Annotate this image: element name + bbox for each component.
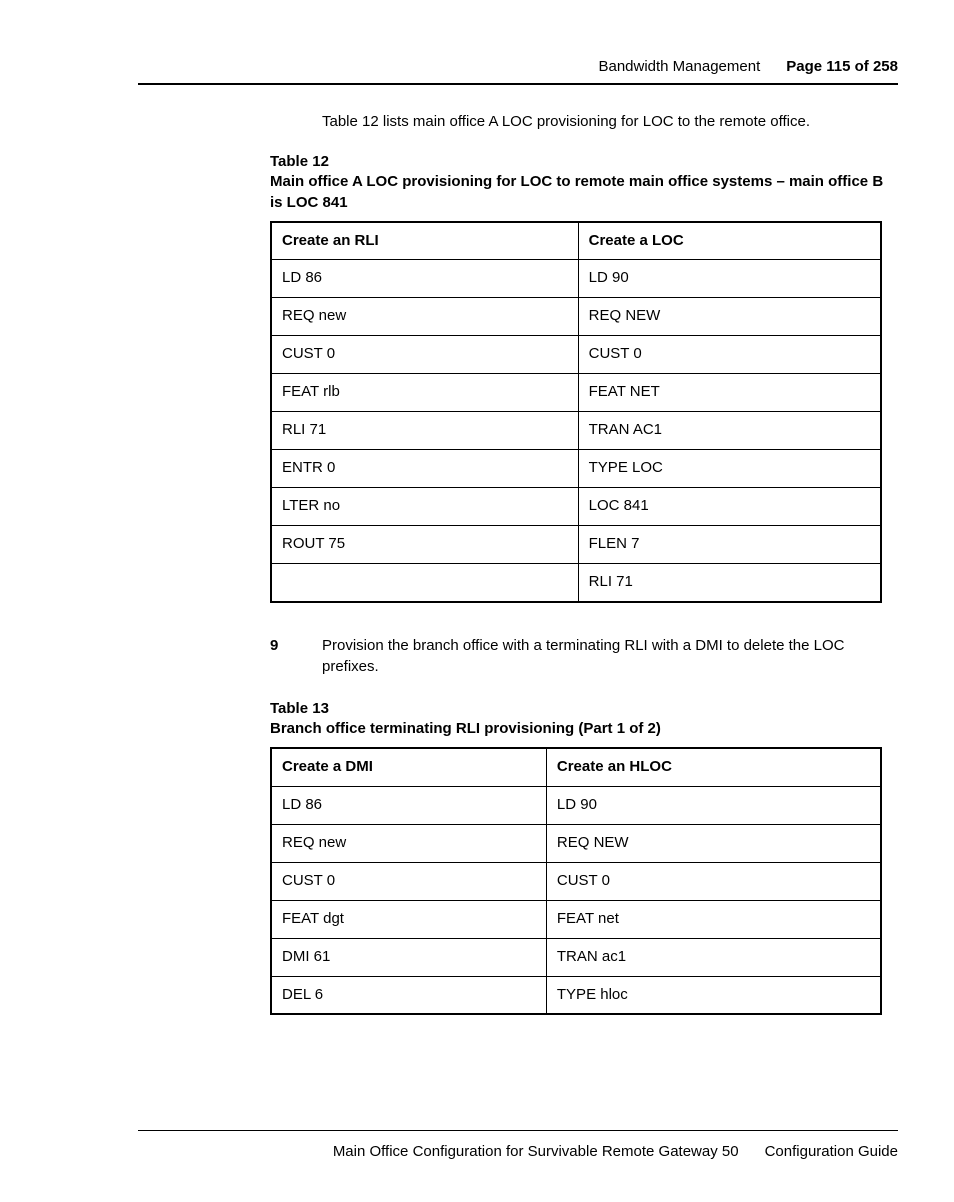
table-header: Create an RLI bbox=[271, 222, 578, 260]
table-row: REQ newREQ NEW bbox=[271, 298, 881, 336]
table-cell: FEAT dgt bbox=[271, 900, 546, 938]
table-cell: LD 90 bbox=[578, 260, 881, 298]
table-row: RLI 71 bbox=[271, 564, 881, 602]
table-row: DMI 61TRAN ac1 bbox=[271, 938, 881, 976]
table-header: Create an HLOC bbox=[546, 748, 881, 786]
table-row: REQ newREQ NEW bbox=[271, 824, 881, 862]
table-row: FEAT rlbFEAT NET bbox=[271, 374, 881, 412]
table12-caption-num: Table 12 bbox=[270, 153, 329, 170]
table13-caption-num: Table 13 bbox=[270, 700, 329, 717]
table-cell: DMI 61 bbox=[271, 938, 546, 976]
table-row: FEAT dgtFEAT net bbox=[271, 900, 881, 938]
table-cell: CUST 0 bbox=[271, 336, 578, 374]
table12: Create an RLICreate a LOCLD 86LD 90REQ n… bbox=[270, 221, 882, 603]
table-row: LD 86LD 90 bbox=[271, 260, 881, 298]
table-cell: CUST 0 bbox=[578, 336, 881, 374]
header-page: Page 115 of 258 bbox=[786, 58, 898, 75]
table-cell: RLI 71 bbox=[578, 564, 881, 602]
table-cell: ROUT 75 bbox=[271, 526, 578, 564]
table-cell: FEAT NET bbox=[578, 374, 881, 412]
table-cell: TRAN AC1 bbox=[578, 412, 881, 450]
table-cell: TYPE hloc bbox=[546, 976, 881, 1014]
table-cell bbox=[271, 564, 578, 602]
page-header: Bandwidth Management Page 115 of 258 bbox=[138, 58, 898, 85]
table-cell: REQ NEW bbox=[546, 824, 881, 862]
intro-text: Table 12 lists main office A LOC provisi… bbox=[322, 113, 898, 130]
table-cell: ENTR 0 bbox=[271, 450, 578, 488]
table13-caption: Table 13 Branch office terminating RLI p… bbox=[270, 699, 898, 740]
table-row: DEL 6TYPE hloc bbox=[271, 976, 881, 1014]
table-cell: FEAT net bbox=[546, 900, 881, 938]
table13-caption-text: Branch office terminating RLI provisioni… bbox=[270, 720, 661, 737]
table13: Create a DMICreate an HLOCLD 86LD 90REQ … bbox=[270, 747, 882, 1015]
table-cell: TRAN ac1 bbox=[546, 938, 881, 976]
table-header: Create a LOC bbox=[578, 222, 881, 260]
table-row: RLI 71TRAN AC1 bbox=[271, 412, 881, 450]
step-9-text: Provision the branch office with a termi… bbox=[322, 635, 898, 677]
table-cell: LD 86 bbox=[271, 786, 546, 824]
table-row: CUST 0CUST 0 bbox=[271, 336, 881, 374]
table-cell: CUST 0 bbox=[546, 862, 881, 900]
footer-right: Configuration Guide bbox=[765, 1143, 898, 1160]
table-cell: TYPE LOC bbox=[578, 450, 881, 488]
table-cell: FLEN 7 bbox=[578, 526, 881, 564]
footer-left: Main Office Configuration for Survivable… bbox=[333, 1143, 739, 1160]
table-cell: LOC 841 bbox=[578, 488, 881, 526]
table-cell: LD 90 bbox=[546, 786, 881, 824]
header-section: Bandwidth Management bbox=[598, 58, 760, 75]
table-cell: DEL 6 bbox=[271, 976, 546, 1014]
table-header: Create a DMI bbox=[271, 748, 546, 786]
table-cell: REQ NEW bbox=[578, 298, 881, 336]
table-cell: REQ new bbox=[271, 298, 578, 336]
page-footer: Main Office Configuration for Survivable… bbox=[138, 1130, 898, 1160]
table-cell: LD 86 bbox=[271, 260, 578, 298]
step-9: 9 Provision the branch office with a ter… bbox=[270, 635, 898, 677]
table-cell: LTER no bbox=[271, 488, 578, 526]
table-cell: CUST 0 bbox=[271, 862, 546, 900]
table-row: CUST 0CUST 0 bbox=[271, 862, 881, 900]
table-cell: RLI 71 bbox=[271, 412, 578, 450]
table-row: LD 86LD 90 bbox=[271, 786, 881, 824]
step-9-num: 9 bbox=[270, 635, 322, 677]
table12-caption: Table 12 Main office A LOC provisioning … bbox=[270, 152, 898, 213]
table-row: ROUT 75FLEN 7 bbox=[271, 526, 881, 564]
table-cell: REQ new bbox=[271, 824, 546, 862]
table-row: LTER noLOC 841 bbox=[271, 488, 881, 526]
table-row: ENTR 0TYPE LOC bbox=[271, 450, 881, 488]
table12-caption-text: Main office A LOC provisioning for LOC t… bbox=[270, 173, 883, 210]
table-cell: FEAT rlb bbox=[271, 374, 578, 412]
